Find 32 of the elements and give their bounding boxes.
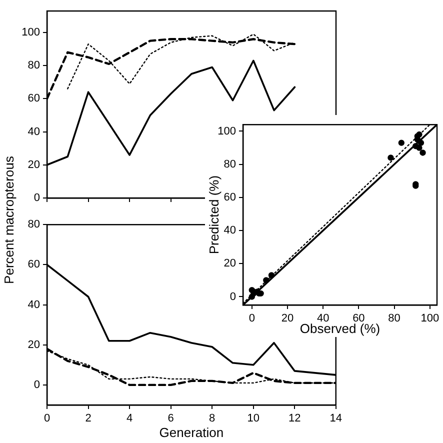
y-tick-label: 60 xyxy=(28,92,40,105)
x-tick-label: 4 xyxy=(126,412,133,425)
x-tick-label: 2 xyxy=(85,412,92,425)
x-axis-title: Generation xyxy=(159,424,224,440)
x-tick-label: 0 xyxy=(44,412,50,425)
x-tick-label: 12 xyxy=(288,412,301,425)
y-tick-label: 20 xyxy=(28,338,40,351)
y-tick-label: 20 xyxy=(28,158,40,171)
y-tick-label: 0 xyxy=(34,192,40,204)
y-tick-label: 40 xyxy=(224,224,236,237)
x-tick-label: 10 xyxy=(247,412,260,425)
y-tick-label: 0 xyxy=(230,290,236,303)
y-tick-label: 100 xyxy=(22,26,40,39)
y-tick-label: 60 xyxy=(224,191,236,204)
x-tick-label: 14 xyxy=(330,412,342,425)
x-tick-label: 8 xyxy=(209,412,216,425)
y-tick-label: 80 xyxy=(28,60,40,72)
y-axis-title: Percent macropterous xyxy=(2,156,16,284)
y-tick-label: 40 xyxy=(28,298,40,311)
x-tick-label: 80 xyxy=(388,312,400,325)
x-tick-label: 20 xyxy=(281,312,294,325)
x-tick-label: 0 xyxy=(248,312,255,325)
y-axis-title: Predicted (%) xyxy=(206,175,222,254)
x-tick-label: 6 xyxy=(168,412,174,425)
y-tick-label: 40 xyxy=(28,126,40,138)
y-tick-label: 60 xyxy=(28,258,40,271)
y-tick-label: 80 xyxy=(28,218,40,231)
y-tick-label: 0 xyxy=(34,378,40,391)
y-tick-label: 100 xyxy=(218,125,236,138)
y-tick-label: 80 xyxy=(224,158,236,170)
y-tick-label: 20 xyxy=(224,258,236,270)
x-tick-label: 100 xyxy=(420,312,440,325)
